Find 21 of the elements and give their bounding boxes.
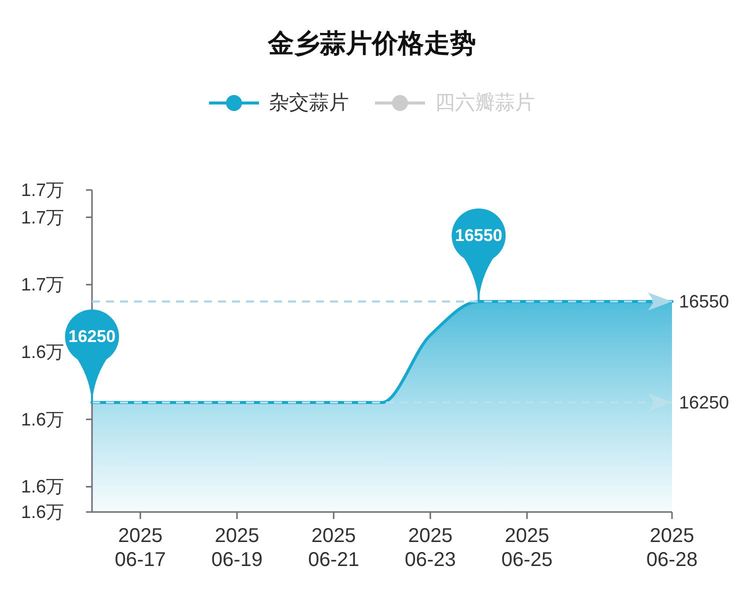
y-tick-label: 1.6万 (20, 409, 64, 430)
annotation: 16250 (68, 327, 116, 346)
annotation: 16250 (65, 310, 119, 404)
x-tick-label: 2025 06-19 (211, 525, 263, 571)
annotation: 16250 (679, 392, 730, 413)
chart-title: 金乡蒜片价格走势 (267, 28, 476, 58)
x-tick-label: 2025 06-28 (646, 525, 698, 571)
x-tick-label: 2025 06-21 (308, 525, 360, 571)
annotation: 16550 (452, 208, 506, 302)
y-tick-label: 1.6万 (20, 502, 64, 522)
y-tick-label: 1.7万 (20, 274, 64, 295)
x-tick-label: 2025 06-25 (501, 525, 553, 571)
x-tick-label: 2025 06-17 (114, 525, 166, 571)
y-tick-label: 1.6万 (20, 476, 64, 497)
y-tick-label: 1.7万 (20, 207, 64, 228)
annotation: 16550 (455, 226, 502, 245)
annotation: 16550 (679, 291, 730, 312)
x-tick-label: 2025 06-23 (404, 525, 456, 571)
y-tick-label: 1.7万 (20, 180, 64, 200)
legend-label: 杂交蒜片 (269, 92, 349, 114)
y-tick-label: 1.6万 (20, 342, 64, 362)
